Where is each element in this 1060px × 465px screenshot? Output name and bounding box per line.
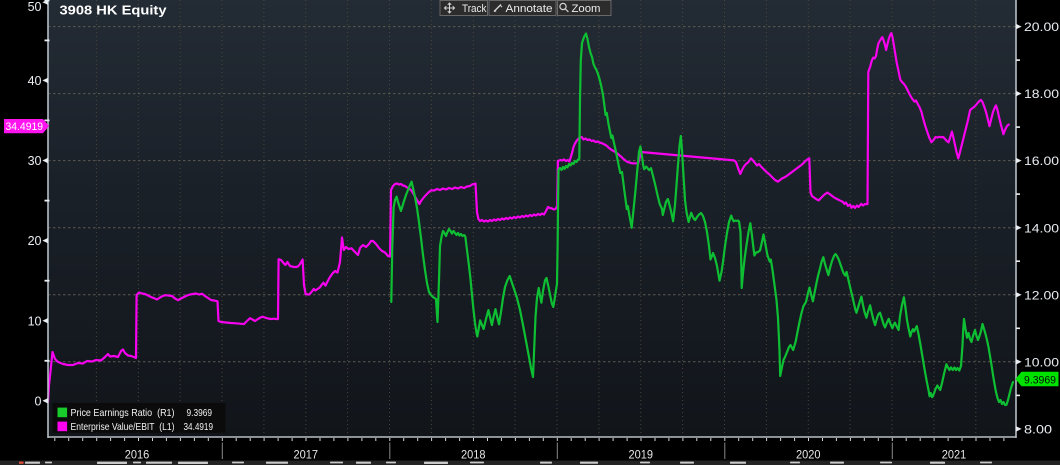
svg-text:8.00: 8.00	[1024, 423, 1052, 437]
svg-text:16.00: 16.00	[1024, 154, 1059, 168]
svg-text:12.00: 12.00	[1024, 288, 1059, 302]
svg-text:9.3969: 9.3969	[187, 407, 213, 419]
svg-text:Zoom: Zoom	[572, 3, 601, 15]
svg-text:2019: 2019	[629, 447, 654, 461]
svg-text:2018: 2018	[461, 447, 486, 461]
svg-text:10: 10	[28, 314, 42, 328]
svg-text:50: 50	[28, 0, 42, 14]
svg-text:3908 HK Equity: 3908 HK Equity	[60, 3, 167, 17]
svg-text:20: 20	[28, 234, 42, 248]
svg-text:Annotate: Annotate	[506, 3, 553, 15]
svg-text:2017: 2017	[294, 447, 319, 461]
svg-text:Track: Track	[462, 3, 487, 15]
svg-text:2021: 2021	[942, 447, 967, 461]
svg-text:34.4919: 34.4919	[184, 421, 214, 433]
svg-text:34.4919: 34.4919	[6, 121, 44, 133]
svg-text:9.3969: 9.3969	[1024, 374, 1056, 386]
svg-text:Price Earnings Ratio (R1): Price Earnings Ratio (R1)	[71, 407, 175, 419]
svg-text:18.00: 18.00	[1024, 87, 1059, 101]
svg-text:10.00: 10.00	[1024, 355, 1059, 369]
svg-text:20.00: 20.00	[1024, 20, 1059, 34]
svg-text:40: 40	[28, 74, 42, 88]
svg-text:0: 0	[35, 394, 42, 408]
svg-text:14.00: 14.00	[1024, 221, 1059, 235]
svg-text:2016: 2016	[125, 447, 150, 461]
svg-text:30: 30	[28, 154, 42, 168]
svg-text:Enterprise Value/EBIT (L1): Enterprise Value/EBIT (L1)	[71, 421, 175, 433]
svg-text:2020: 2020	[796, 447, 821, 461]
